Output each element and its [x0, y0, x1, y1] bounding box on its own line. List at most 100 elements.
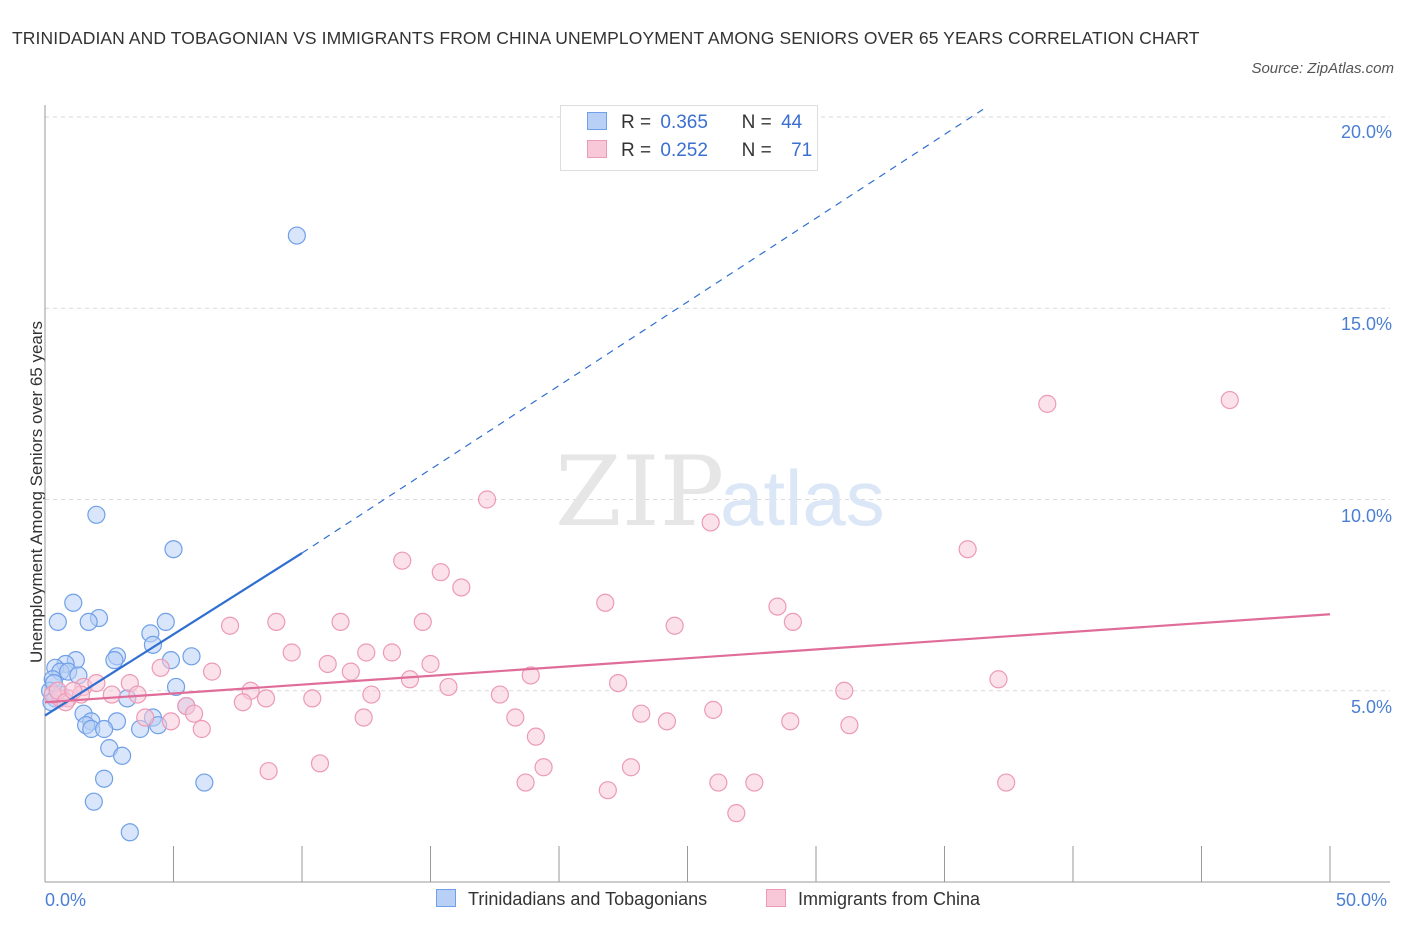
point-china — [840, 716, 859, 735]
legend-series-name: Immigrants from China — [798, 889, 981, 909]
point-trinidadian — [84, 792, 103, 811]
legend-r-value: 0.252 — [660, 140, 708, 161]
point-trinidadian — [166, 677, 186, 697]
point-china — [233, 693, 252, 712]
legend-n-value: 71 — [791, 140, 813, 161]
chart-source: Source: ZipAtlas.com — [1251, 60, 1394, 77]
legend-swatch-blue — [436, 889, 456, 907]
legend-series-name: Trinidadians and Tobagonians — [468, 889, 708, 909]
legend-n-value: 44 — [781, 112, 803, 133]
point-china — [431, 563, 450, 582]
point-trinidadian — [105, 651, 124, 670]
point-china — [102, 685, 121, 704]
point-china — [727, 804, 746, 823]
point-china — [220, 616, 240, 635]
point-china — [768, 597, 787, 616]
point-china — [632, 704, 651, 723]
trend-line-china — [44, 613, 1331, 704]
point-trinidadian — [112, 746, 132, 765]
bottom-legend-china: Immigrants from China — [766, 889, 980, 910]
point-china — [452, 578, 471, 597]
point-china — [1038, 394, 1057, 413]
point-trinidadian — [182, 647, 201, 666]
point-china — [393, 551, 412, 570]
bottom-legend-trinidadians: Trinidadians and Tobagonians — [436, 889, 707, 910]
point-china — [318, 654, 337, 674]
point-china — [477, 490, 497, 509]
point-trinidadian — [48, 612, 67, 632]
point-china — [256, 689, 276, 708]
point-china — [184, 704, 204, 723]
point-china — [400, 670, 420, 689]
point-china — [506, 708, 525, 727]
point-china — [709, 773, 728, 792]
legend-row-china: R = 0.252 N = 71 — [587, 140, 812, 166]
point-trinidadian — [79, 612, 98, 632]
point-china — [161, 712, 181, 731]
point-china — [259, 761, 278, 781]
watermark-atlas: atlas — [720, 454, 885, 542]
point-china — [282, 643, 301, 662]
point-china — [267, 612, 286, 632]
point-china — [362, 685, 381, 704]
point-trinidadian — [195, 773, 214, 792]
y-tick-label: 15.0% — [1340, 314, 1392, 334]
point-china — [997, 773, 1016, 792]
point-china — [1220, 390, 1239, 410]
trend-line-trinidadian-extrapolated — [301, 108, 984, 554]
point-china — [609, 673, 628, 693]
point-china — [516, 773, 535, 792]
point-china — [421, 654, 440, 674]
y-tick-label: 5.0% — [1350, 697, 1392, 717]
legend-n-label: N = — [741, 112, 772, 133]
point-china — [192, 719, 211, 739]
y-tick-label: 10.0% — [1340, 506, 1392, 526]
point-china — [701, 513, 720, 532]
point-china — [521, 666, 540, 685]
point-china — [704, 700, 723, 719]
point-china — [310, 754, 330, 773]
point-china — [490, 685, 509, 704]
point-trinidadian — [156, 612, 175, 632]
legend-r-value: 0.365 — [660, 112, 708, 133]
point-trinidadian — [64, 593, 83, 612]
point-trinidadian — [287, 226, 306, 245]
point-china — [534, 758, 553, 777]
point-china — [413, 612, 432, 632]
point-china — [526, 727, 545, 746]
correlation-legend: R = 0.365 N = 44 R = 0.252 N = 71 — [560, 105, 818, 171]
point-china — [596, 593, 615, 612]
point-trinidadian — [95, 769, 114, 788]
trend-line-trinidadian — [44, 552, 303, 717]
point-china — [341, 662, 360, 681]
point-china — [357, 643, 376, 662]
legend-r-label: R = — [621, 140, 652, 161]
point-china — [783, 612, 802, 632]
point-china — [303, 689, 322, 708]
legend-n-label: N = — [741, 140, 772, 161]
point-trinidadian — [164, 540, 183, 559]
legend-r-label: R = — [621, 112, 652, 133]
x-tick-label-min: 0.0% — [45, 890, 87, 910]
point-china — [354, 708, 373, 727]
legend-swatch-pink — [766, 889, 786, 907]
point-china — [439, 677, 458, 697]
point-china — [665, 616, 684, 635]
point-china — [136, 708, 155, 727]
chart-title: TRINIDADIAN AND TOBAGONIAN VS IMMIGRANTS… — [12, 28, 1200, 48]
point-china — [958, 540, 977, 559]
point-china — [745, 773, 764, 792]
point-china — [781, 712, 800, 731]
point-china — [331, 612, 350, 632]
point-china — [382, 643, 402, 662]
point-china — [621, 758, 641, 777]
y-tick-label: 20.0% — [1340, 122, 1392, 142]
point-china — [598, 781, 617, 800]
legend-row-trinidadians: R = 0.365 N = 44 — [587, 112, 802, 138]
point-trinidadian — [87, 505, 106, 524]
legend-swatch-blue — [587, 112, 607, 130]
point-china — [657, 712, 677, 731]
point-china — [151, 658, 170, 677]
point-china — [835, 681, 854, 700]
